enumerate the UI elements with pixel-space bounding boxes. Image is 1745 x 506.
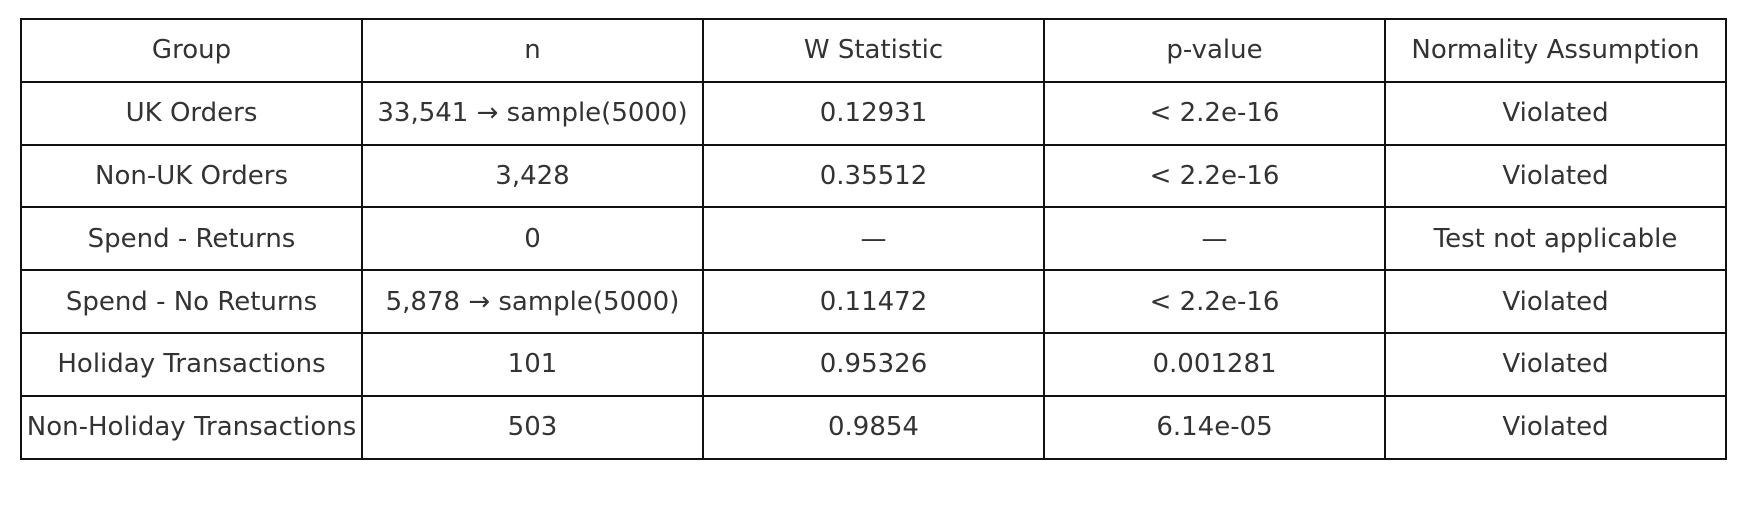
cell-normality-assumption: Violated [1384,394,1727,460]
column-header-normality-assumption: Normality Assumption [1384,18,1727,83]
cell-normality-assumption: Violated [1384,269,1727,334]
table-row: Spend - Returns 0 — — Test not applicabl… [20,206,1727,272]
cell-n: 33,541 → sample(5000) [361,80,704,146]
cell-p-value: — [1043,206,1386,272]
cell-w-statistic: 0.95326 [702,331,1045,397]
cell-normality-assumption: Violated [1384,331,1727,397]
table-row: Holiday Transactions 101 0.95326 0.00128… [20,331,1727,397]
cell-group: Non-Holiday Transactions [20,394,363,460]
header-row: Group n W Statistic p-value Normality As… [20,18,1727,83]
cell-n: 101 [361,331,704,397]
table-row: Spend - No Returns 5,878 → sample(5000) … [20,269,1727,334]
cell-w-statistic: 0.9854 [702,394,1045,460]
cell-p-value: 6.14e-05 [1043,394,1386,460]
cell-group: Non-UK Orders [20,143,363,209]
cell-group: UK Orders [20,80,363,146]
cell-p-value: < 2.2e-16 [1043,269,1386,334]
cell-group: Spend - No Returns [20,269,363,334]
table-row: Non-UK Orders 3,428 0.35512 < 2.2e-16 Vi… [20,143,1727,209]
cell-n: 503 [361,394,704,460]
column-header-w-statistic: W Statistic [702,18,1045,83]
cell-p-value: 0.001281 [1043,331,1386,397]
cell-group: Spend - Returns [20,206,363,272]
cell-w-statistic: — [702,206,1045,272]
column-header-group: Group [20,18,363,83]
cell-normality-assumption: Test not applicable [1384,206,1727,272]
cell-normality-assumption: Violated [1384,143,1727,209]
table-body: UK Orders 33,541 → sample(5000) 0.12931 … [20,80,1727,460]
cell-w-statistic: 0.35512 [702,143,1045,209]
table-row: UK Orders 33,541 → sample(5000) 0.12931 … [20,80,1727,146]
cell-n: 5,878 → sample(5000) [361,269,704,334]
cell-w-statistic: 0.11472 [702,269,1045,334]
cell-n: 3,428 [361,143,704,209]
normality-test-table: Group n W Statistic p-value Normality As… [20,18,1727,460]
table-row: Non-Holiday Transactions 503 0.9854 6.14… [20,394,1727,460]
cell-w-statistic: 0.12931 [702,80,1045,146]
column-header-p-value: p-value [1043,18,1386,83]
cell-p-value: < 2.2e-16 [1043,143,1386,209]
cell-group: Holiday Transactions [20,331,363,397]
cell-n: 0 [361,206,704,272]
column-header-n: n [361,18,704,83]
table-header: Group n W Statistic p-value Normality As… [20,18,1727,83]
cell-p-value: < 2.2e-16 [1043,80,1386,146]
cell-normality-assumption: Violated [1384,80,1727,146]
